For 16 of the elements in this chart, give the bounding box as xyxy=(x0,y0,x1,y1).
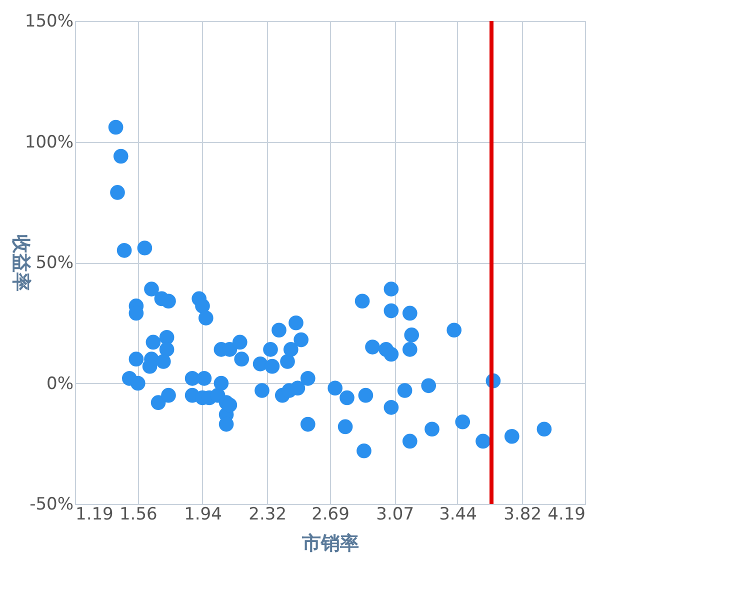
x-tick-label: 1.56 xyxy=(119,504,158,524)
y-tick-label: -50% xyxy=(30,494,74,514)
y-axis-title: 收益率 xyxy=(10,234,32,292)
x-tick-label: 2.32 xyxy=(248,504,287,524)
x-tick-label: 3.44 xyxy=(439,504,477,524)
y-tick-label: 150% xyxy=(24,12,74,32)
y-tick-label: 100% xyxy=(24,132,74,152)
x-tick-label: 3.07 xyxy=(376,504,414,524)
y-tick-label: 0% xyxy=(46,374,74,394)
x-tick-label: 1.94 xyxy=(184,504,222,524)
x-tick-label: 2.69 xyxy=(312,504,350,524)
y-tick-label: 50% xyxy=(36,253,74,273)
x-tick-label: 1.19 xyxy=(76,504,114,524)
x-tick-label: 4.19 xyxy=(548,504,586,524)
x-axis-title: 市销率 xyxy=(301,532,359,554)
x-tick-label: 3.82 xyxy=(504,504,542,524)
